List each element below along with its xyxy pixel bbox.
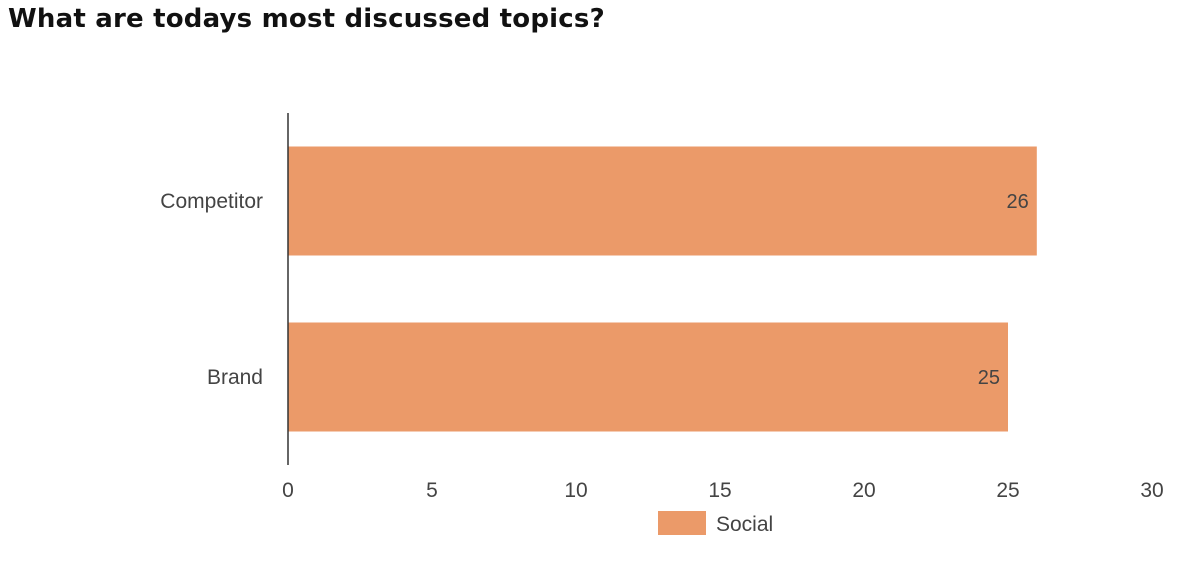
legend-label-social: Social [716,513,773,536]
x-tick-label-25: 25 [996,479,1019,502]
x-tick-label-15: 15 [708,479,731,502]
category-label-competitor: Competitor [160,190,263,213]
legend: Social [658,511,773,536]
data-label-competitor: 26 [1007,191,1029,213]
x-tick-label-5: 5 [426,479,438,502]
legend-swatch-social [658,511,706,535]
x-tick-label-10: 10 [564,479,587,502]
bars-layer: 26 25 [288,146,1037,432]
chart-title: What are todays most discussed topics? [8,4,605,34]
bar-competitor [288,146,1037,256]
category-labels: Competitor Brand [160,190,263,389]
data-label-brand: 25 [978,367,1000,389]
x-tick-labels: 0 5 10 15 20 25 30 [282,479,1164,502]
category-label-brand: Brand [207,366,263,389]
x-tick-label-30: 30 [1140,479,1163,502]
x-tick-label-0: 0 [282,479,294,502]
x-tick-label-20: 20 [852,479,875,502]
bar-brand [288,322,1008,432]
